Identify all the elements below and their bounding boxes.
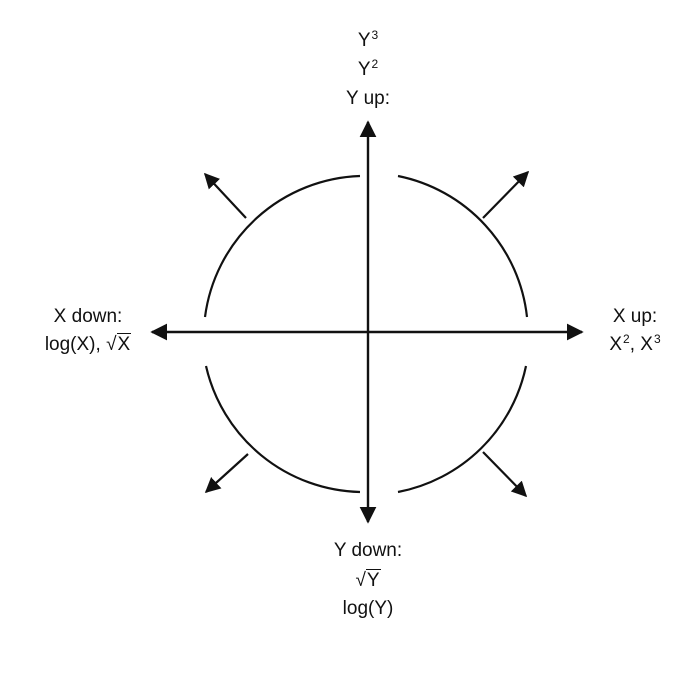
y-down-heading: Y down: (333, 540, 403, 561)
y-up-label: Y3 Y2 Y up: (318, 28, 418, 110)
arrow-lower-left (204, 453, 249, 494)
x-up-heading: X up: (612, 306, 658, 327)
x-up-label: X up: X2, X3 (580, 306, 690, 357)
sqrt-y-term: √Y (355, 569, 381, 591)
arrow-upper-right (482, 170, 530, 219)
x-down-label: X down: log(X), √X (18, 306, 158, 356)
y-down-label: Y down: √Y log(Y) (298, 540, 438, 620)
y-up-heading: Y up: (345, 88, 391, 109)
x-up-terms: X2, X3 (609, 332, 661, 355)
arc-lower-left (204, 365, 361, 494)
x-down-heading: X down: (53, 306, 123, 327)
y-squared-term: Y2 (357, 57, 379, 80)
x-down-terms: log(X), √X (44, 333, 132, 355)
arc-lower-right (397, 365, 528, 494)
arrow-lower-right (482, 451, 528, 498)
y-cubed-term: Y3 (357, 28, 379, 51)
log-y-term: log(Y) (342, 598, 394, 619)
arc-upper-right (397, 174, 529, 318)
arc-upper-left (203, 174, 361, 318)
arrow-upper-left (203, 172, 247, 219)
